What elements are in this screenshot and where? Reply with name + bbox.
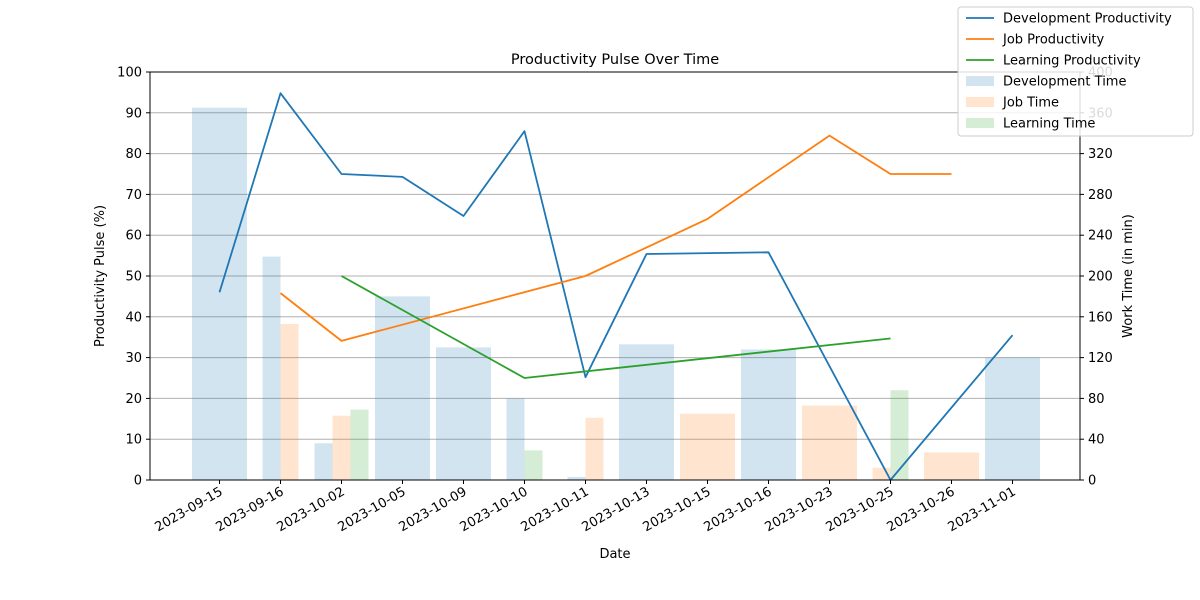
gridlines: [150, 112, 1080, 440]
bar-job-time: [680, 413, 735, 480]
x-tick-label: 2023-10-23: [763, 484, 836, 535]
x-axis: 2023-09-152023-09-162023-10-022023-10-05…: [153, 480, 1019, 535]
left-tick-label: 50: [125, 270, 142, 285]
line-development-productivity: [218, 92, 1014, 481]
right-tick-label: 320: [1088, 147, 1113, 162]
bar-series: [192, 107, 1040, 480]
bar-job-time: [924, 452, 979, 480]
right-tick-label: 40: [1088, 433, 1105, 448]
legend-label: Job Time: [1002, 96, 1059, 111]
legend-label: Learning Productivity: [1003, 54, 1141, 69]
x-tick-label: 2023-10-26: [885, 484, 958, 535]
left-tick-label: 0: [134, 474, 142, 489]
left-tick-label: 20: [125, 392, 142, 407]
bar-learning-time: [350, 409, 369, 480]
left-y-axis: 0 10 20 30 40 50 60 70 80 90 100: [117, 66, 150, 489]
legend: Development Productivity Job Productivity…: [957, 6, 1194, 137]
line-job-productivity: [279, 134, 952, 342]
x-tick-label: 2023-10-05: [336, 484, 409, 535]
legend-label: Development Time: [1003, 75, 1126, 90]
left-tick-label: 60: [125, 229, 142, 244]
x-tick-label: 2023-10-25: [824, 484, 897, 535]
bar-learning-time: [524, 450, 543, 480]
bar-job-time: [802, 405, 857, 480]
bar-development-time: [262, 256, 281, 480]
left-tick-label: 10: [125, 433, 142, 448]
x-tick-label: 2023-11-01: [946, 484, 1019, 535]
x-tick-label: 2023-10-09: [397, 484, 470, 535]
right-tick-label: 120: [1088, 351, 1113, 366]
right-tick-label: 280: [1088, 188, 1113, 203]
legend-swatch-bar: [966, 76, 994, 86]
bar-development-time: [741, 349, 796, 480]
x-tick-label: 2023-09-15: [153, 484, 226, 535]
left-tick-label: 40: [125, 310, 142, 325]
legend-label: Learning Time: [1003, 117, 1095, 132]
legend-label: Job Productivity: [1002, 33, 1105, 48]
left-tick-label: 90: [125, 106, 142, 121]
bar-development-time: [506, 398, 525, 480]
bar-development-time: [985, 357, 1040, 480]
bar-development-time: [192, 107, 247, 480]
bar-development-time: [567, 476, 586, 480]
right-tick-label: 80: [1088, 392, 1105, 407]
x-tick-label: 2023-10-16: [702, 484, 775, 535]
left-tick-label: 70: [125, 188, 142, 203]
right-tick-label: 200: [1088, 270, 1113, 285]
left-tick-label: 80: [125, 147, 142, 162]
bar-development-time: [375, 296, 430, 480]
chart-title: Productivity Pulse Over Time: [511, 52, 719, 68]
x-tick-label: 2023-10-13: [580, 484, 653, 535]
left-tick-label: 100: [117, 66, 142, 81]
x-tick-label: 2023-10-11: [519, 484, 592, 535]
right-tick-label: 160: [1088, 310, 1113, 325]
x-tick-label: 2023-10-10: [458, 484, 531, 535]
line-series: [218, 92, 1014, 481]
x-axis-label: Date: [599, 547, 630, 562]
legend-label: Development Productivity: [1003, 12, 1172, 27]
x-tick-label: 2023-10-15: [641, 484, 714, 535]
right-tick-label: 0: [1088, 474, 1096, 489]
legend-swatch-bar: [966, 118, 994, 128]
x-tick-label: 2023-09-16: [214, 484, 287, 535]
bar-job-time: [585, 417, 604, 480]
legend-swatch-bar: [966, 97, 994, 107]
bar-job-time: [332, 415, 351, 480]
x-tick-label: 2023-10-02: [275, 484, 348, 535]
right-tick-label: 240: [1088, 229, 1113, 244]
bar-development-time: [436, 347, 491, 480]
bar-learning-time: [890, 390, 909, 480]
legend-box: [957, 6, 1194, 137]
left-tick-label: 30: [125, 351, 142, 366]
left-y-axis-label: Productivity Pulse (%): [93, 205, 108, 347]
bar-development-time: [314, 443, 333, 480]
right-y-axis-label: Work Time (in min): [1121, 214, 1136, 338]
bar-job-time: [280, 323, 299, 480]
line-learning-productivity: [341, 275, 891, 379]
